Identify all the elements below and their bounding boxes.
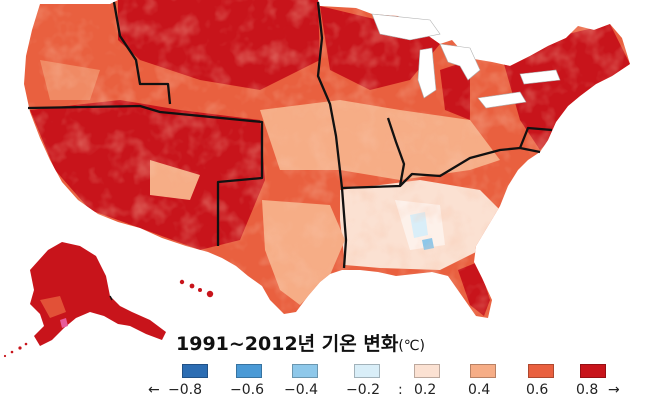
- legend-unit: (℃): [398, 338, 425, 354]
- legend-tick-label: −0.6: [230, 382, 264, 398]
- great-lakes: [371, 13, 561, 109]
- legend-swatch: [236, 364, 262, 378]
- legend-swatch: [182, 364, 208, 378]
- legend-left-arrow: ←: [148, 382, 160, 398]
- legend-swatch: [528, 364, 554, 378]
- legend-swatch: [470, 364, 496, 378]
- hawaii-region: [179, 279, 214, 298]
- legend-swatch: [292, 364, 318, 378]
- legend-swatch: [414, 364, 440, 378]
- legend-tick-label: 0.4: [468, 382, 491, 398]
- region-borders: [27, 1, 553, 269]
- legend-title-text: 1991~2012년 기온 변화: [176, 333, 399, 355]
- legend-tick-label: −0.8: [168, 382, 202, 398]
- legend-title: 1991~2012년 기온 변화(℃): [176, 329, 425, 356]
- legend-tick-label: 0.2: [414, 382, 437, 398]
- legend-tick-label: −0.4: [284, 382, 318, 398]
- legend-tick-label: 0.8: [576, 382, 599, 398]
- legend-swatch: [354, 364, 380, 378]
- legend-tick-label: −0.2: [346, 382, 380, 398]
- alaska-region: [3, 242, 166, 358]
- legend-separator: :: [398, 382, 403, 398]
- legend: ← −0.8 −0.6 −0.4 −0.2 0.2 0.4 0.6 0.8: →: [148, 364, 630, 400]
- legend-tick-label: 0.6: [526, 382, 549, 398]
- legend-swatch: [580, 364, 606, 378]
- legend-right-arrow: →: [608, 382, 620, 398]
